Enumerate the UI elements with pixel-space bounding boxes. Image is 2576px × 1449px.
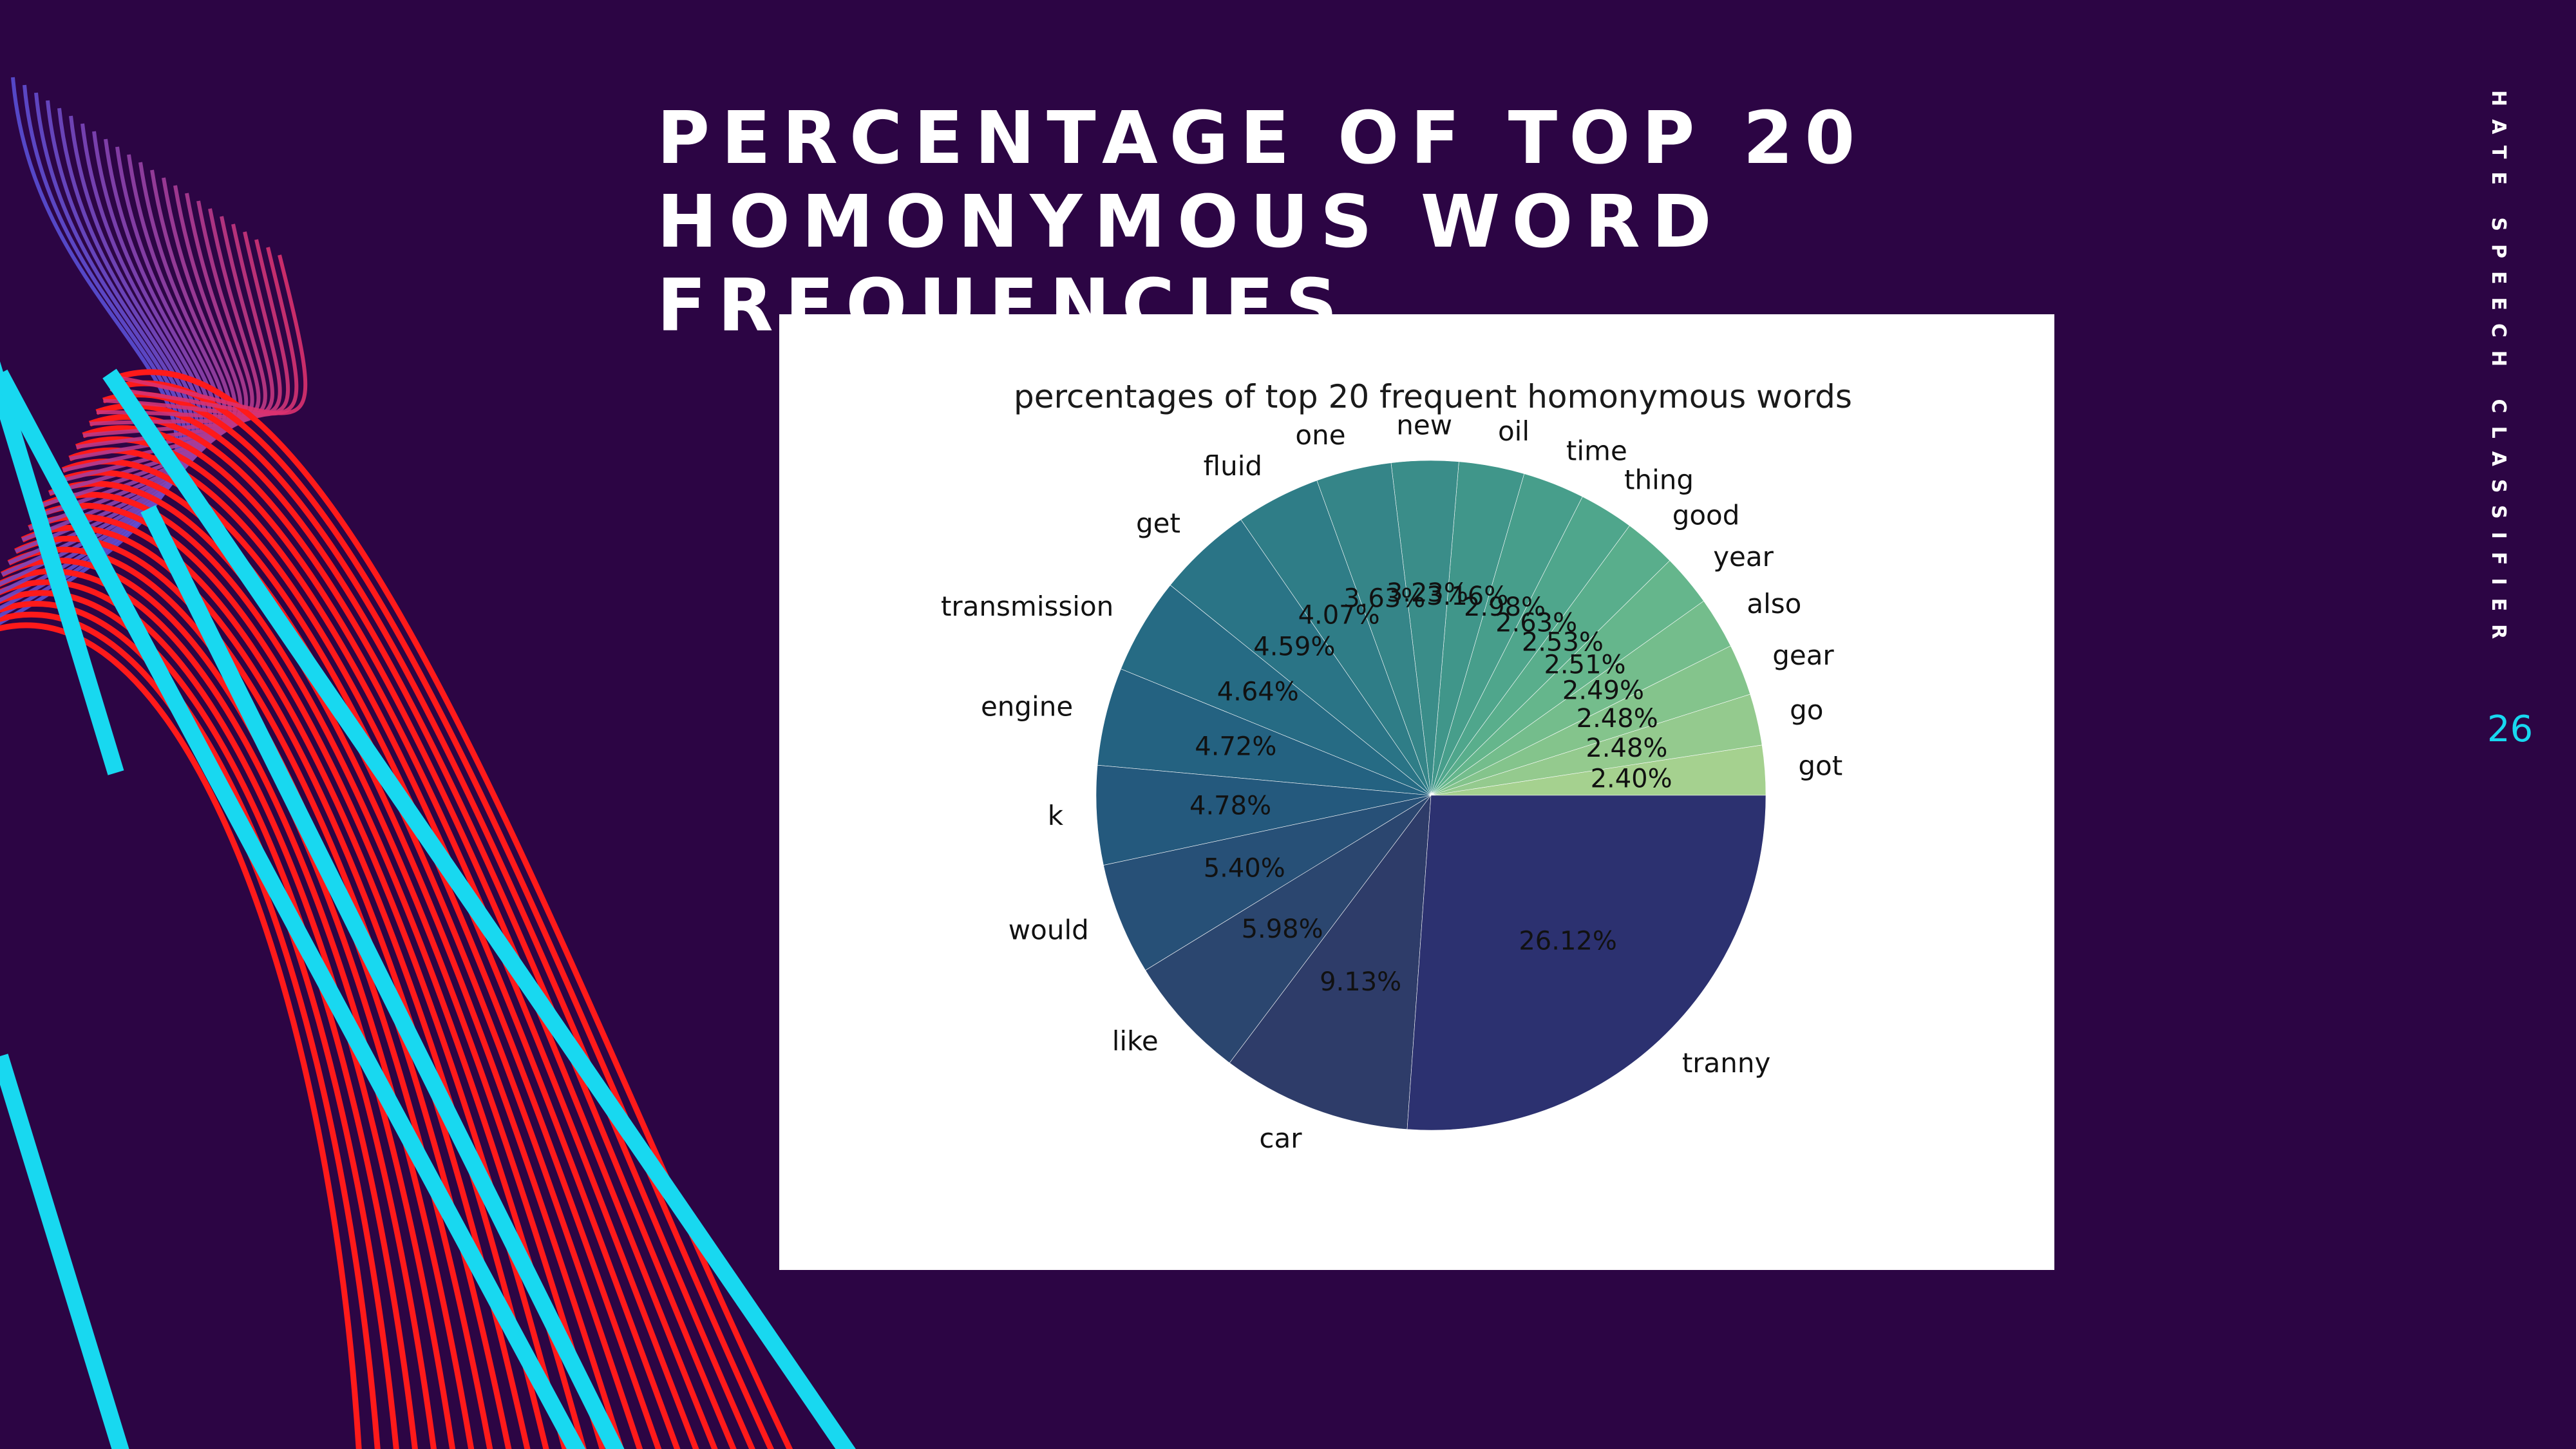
category-label-new: new	[1396, 410, 1452, 441]
cyan-stripe	[140, 505, 625, 1449]
red-wave-line	[82, 425, 699, 1449]
cyan-stripe	[0, 1054, 129, 1449]
purple-wave-line	[0, 100, 191, 603]
category-label-fluid: fluid	[1204, 450, 1262, 482]
category-label-one: one	[1295, 419, 1345, 451]
category-label-year: year	[1713, 541, 1774, 573]
chart-panel: percentages of top 20 frequent homonymou…	[779, 314, 2054, 1270]
percent-label-year: 2.51%	[1544, 650, 1625, 679]
percent-label-good: 2.53%	[1522, 627, 1604, 657]
percent-label-one: 3.63%	[1343, 583, 1425, 613]
percent-label-time: 2.98%	[1464, 592, 1546, 622]
slide-title-line-1: PERCENTAGE OF TOP 20	[657, 97, 1867, 180]
cyan-stripe	[0, 369, 586, 1449]
red-wave-line	[41, 491, 587, 1449]
percent-label-oil: 3.16%	[1426, 582, 1508, 611]
red-wave-line	[48, 480, 605, 1449]
purple-wave-line	[96, 231, 282, 419]
pie-slice-tranny	[1406, 795, 1766, 1131]
category-label-engine: engine	[981, 690, 1073, 722]
category-label-also: also	[1747, 588, 1801, 620]
category-label-gear: gear	[1772, 639, 1834, 671]
percent-label-fluid: 4.07%	[1298, 601, 1380, 630]
red-wave-line	[88, 413, 718, 1449]
category-label-get: get	[1136, 507, 1180, 539]
category-label-got: got	[1798, 750, 1842, 781]
red-wave-line	[102, 392, 755, 1449]
category-label-oil: oil	[1498, 415, 1530, 447]
percent-label-got: 2.40%	[1591, 764, 1672, 793]
red-wave-line	[0, 622, 362, 1449]
category-label-car: car	[1259, 1122, 1302, 1154]
percent-label-like: 5.98%	[1242, 914, 1323, 944]
pie-slice-like	[1145, 795, 1432, 1063]
purple-wave-line	[116, 254, 308, 415]
percent-label-car: 9.13%	[1320, 967, 1401, 997]
pie-chart: percentages of top 20 frequent homonymou…	[941, 378, 1852, 1154]
category-label-good: good	[1672, 499, 1740, 531]
percent-label-get: 4.59%	[1253, 632, 1335, 661]
percent-label-new: 3.23%	[1387, 578, 1468, 608]
slide-title: PERCENTAGE OF TOP 20 HOMONYMOUS WORD FRE…	[657, 97, 2267, 348]
category-label-k: k	[1048, 800, 1064, 831]
percent-label-transmission: 4.64%	[1217, 677, 1299, 707]
category-label-tranny: tranny	[1682, 1047, 1771, 1079]
percent-label-would: 5.40%	[1204, 854, 1285, 884]
pie-slice-k	[1095, 764, 1432, 866]
pie-slice-engine	[1097, 668, 1432, 796]
cyan-stripe	[0, 361, 124, 775]
red-wave-line	[0, 568, 456, 1449]
red-wave-line	[0, 579, 437, 1449]
red-wave-line	[0, 590, 418, 1449]
category-label-thing: thing	[1624, 464, 1694, 495]
red-wave-line	[21, 524, 531, 1449]
purple-wave-line	[0, 77, 179, 625]
purple-wave-line	[103, 239, 290, 417]
red-wave-line	[95, 402, 737, 1449]
purple-wave-line	[109, 247, 299, 416]
percent-label-gear: 2.48%	[1577, 704, 1658, 734]
percent-label-engine: 4.72%	[1195, 732, 1276, 761]
percent-label-also: 2.49%	[1562, 676, 1644, 705]
category-label-transmission: transmission	[941, 591, 1113, 622]
pie-slice-car	[1229, 795, 1432, 1130]
category-label-would: would	[1009, 914, 1089, 946]
cyan-stripe	[102, 368, 856, 1449]
red-wave-line	[28, 513, 549, 1449]
purple-wave-line	[90, 223, 274, 426]
category-label-go: go	[1790, 694, 1823, 726]
percent-label-go: 2.48%	[1586, 734, 1667, 763]
page-number: 26	[2487, 708, 2533, 750]
category-label-like: like	[1112, 1025, 1159, 1057]
side-label: HATE SPEECH CLASSIFIER	[2487, 90, 2510, 652]
chart-title: percentages of top 20 frequent homonymou…	[1014, 378, 1852, 415]
slide-title-line-2: HOMONYMOUS WORD FREQUENCIES	[657, 180, 1723, 348]
percent-label-thing: 2.63%	[1495, 608, 1577, 638]
category-label-time: time	[1566, 435, 1627, 466]
pie-slice-would	[1103, 795, 1432, 971]
percent-label-k: 4.78%	[1189, 791, 1271, 821]
percent-label-tranny: 26.12%	[1519, 926, 1617, 956]
